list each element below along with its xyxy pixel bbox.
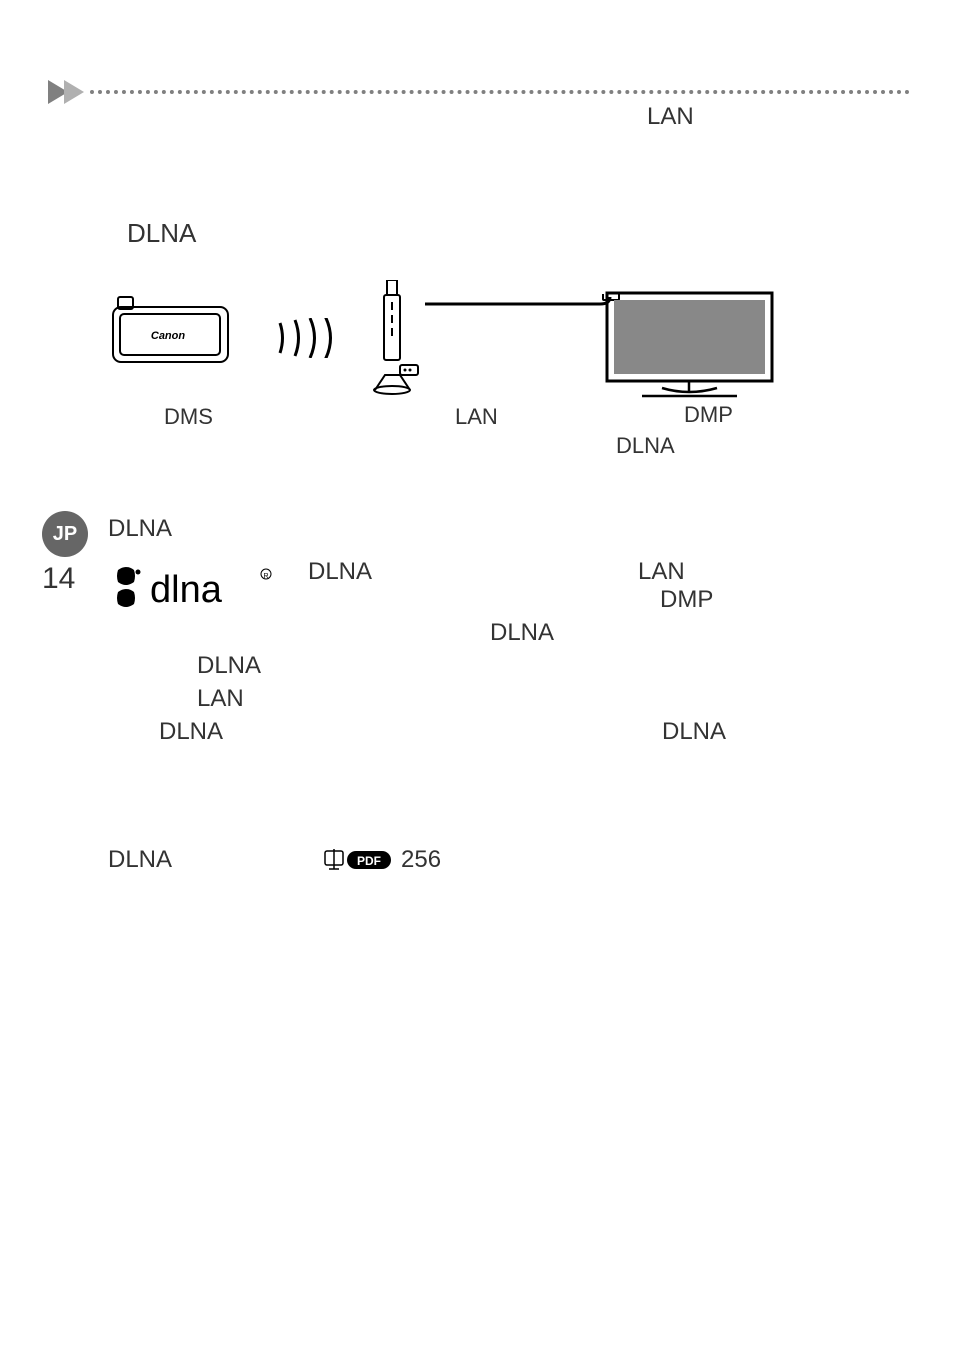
body-dmp-mid: DMP [660, 586, 713, 614]
svg-text:R: R [263, 573, 268, 580]
section-title: DLNA [127, 218, 196, 249]
pdf-reference: PDF 256 [323, 846, 441, 874]
router-icon [360, 280, 430, 400]
lan-diagram-label: LAN [455, 404, 498, 430]
body-dlna-3: DLNA [490, 619, 554, 647]
svg-text:dlna: dlna [150, 569, 223, 611]
body-dlna-2: DLNA [308, 558, 372, 586]
pdf-page-number: 256 [401, 846, 441, 874]
body-dlna-1: DLNA [108, 515, 172, 543]
dlna-logo-icon: dlna R [108, 562, 283, 619]
connection-diagram: Canon [100, 280, 870, 480]
body-lan-mid2: LAN [197, 685, 244, 713]
dlna-tv-label: DLNA [616, 433, 675, 459]
dotted-divider [90, 90, 910, 94]
svg-text:Canon: Canon [151, 330, 186, 342]
arrow-icon-light [64, 80, 84, 104]
page-number: 14 [42, 562, 75, 596]
pdf-icon: PDF [323, 847, 393, 873]
tv-icon [602, 288, 777, 408]
wifi-icon [275, 318, 345, 363]
body-lan-mid: LAN [638, 558, 685, 586]
page-badge-container: JP [42, 511, 88, 557]
dmp-label: DMP [684, 402, 733, 428]
section-arrow-header [48, 80, 910, 104]
dms-label: DMS [164, 404, 213, 430]
svg-text:PDF: PDF [357, 854, 381, 868]
body-dlna-right: DLNA [662, 718, 726, 746]
body-dlna-left: DLNA [159, 718, 223, 746]
body-dlna-bottom: DLNA [108, 846, 172, 874]
lan-header-text: LAN [647, 103, 694, 131]
language-badge: JP [42, 511, 88, 557]
body-dlna-4: DLNA [197, 652, 261, 680]
camera-icon: Canon [108, 292, 238, 377]
